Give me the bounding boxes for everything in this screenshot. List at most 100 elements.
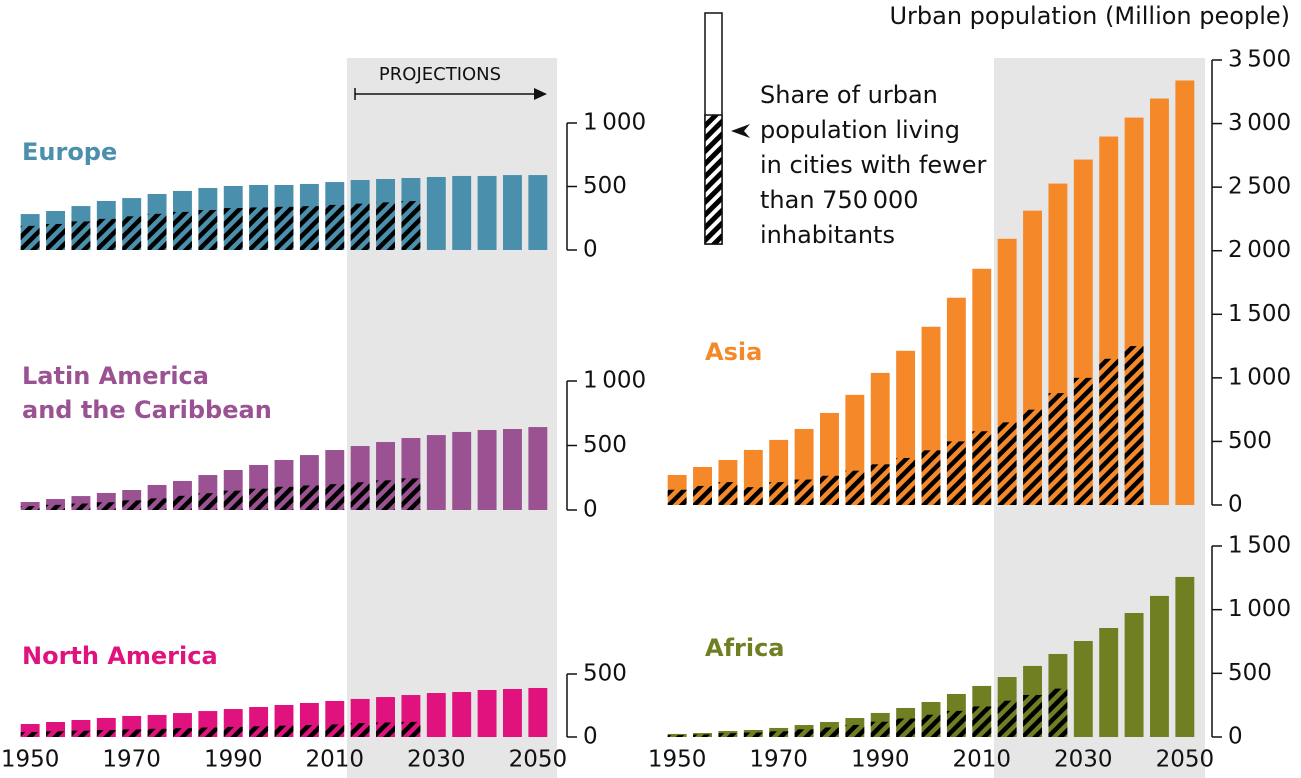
- legend-label: in cities with fewer: [760, 151, 987, 179]
- hatched-bar: [1048, 393, 1068, 505]
- bar: [477, 690, 497, 737]
- hatched-bar: [1073, 377, 1093, 505]
- hatched-bar: [173, 495, 192, 510]
- x-tick-label: 2050: [509, 747, 568, 773]
- hatched-bar: [794, 479, 814, 505]
- y-tick-label: 500: [1228, 428, 1272, 454]
- legend-label: inhabitants: [760, 221, 895, 249]
- x-tick-label: 1970: [102, 747, 161, 773]
- bar: [1073, 640, 1093, 737]
- hatched-bar: [376, 202, 395, 250]
- hatched-bar: [946, 441, 966, 505]
- panel-title: North America: [22, 642, 218, 670]
- hatched-bar: [325, 484, 345, 510]
- x-tick-label: 1950: [1, 747, 60, 773]
- hatched-bar: [1124, 346, 1144, 505]
- hatched-bar: [921, 450, 941, 505]
- legend-label: than 750 000: [760, 186, 919, 214]
- hatched-bar: [71, 730, 91, 737]
- hatched-bar: [743, 732, 763, 737]
- bar: [503, 175, 522, 250]
- hatched-bar: [769, 731, 789, 737]
- bar: [528, 687, 548, 737]
- hatched-bar: [972, 431, 992, 505]
- hatched-bar: [96, 218, 116, 250]
- hatched-bar: [718, 733, 738, 737]
- x-tick-label: 2030: [1054, 747, 1113, 773]
- hatched-bar: [667, 735, 687, 737]
- hatched-bar: [20, 731, 40, 737]
- x-tick-label: 2010: [305, 747, 364, 773]
- x-tick-label: 1950: [648, 747, 707, 773]
- y-tick-label: 2 000: [1228, 237, 1291, 263]
- hatched-bar: [249, 207, 269, 250]
- hatched-bar: [299, 725, 319, 737]
- legend: Share of urban population living in cities…: [760, 81, 987, 249]
- hatched-bar: [1023, 694, 1042, 737]
- hatched-bar: [1048, 688, 1068, 737]
- hatched-bar: [946, 710, 966, 737]
- hatched-bar: [46, 504, 65, 510]
- y-tick-label: 0: [583, 237, 598, 263]
- hatched-bar: [46, 223, 65, 250]
- hatched-bar: [147, 213, 167, 250]
- hatched-bar: [223, 490, 243, 510]
- bar: [503, 688, 522, 737]
- bar: [426, 176, 446, 250]
- legend-label: population living: [760, 116, 960, 144]
- legend-icon-hatch: [704, 114, 723, 245]
- bar: [503, 428, 522, 510]
- bar: [452, 175, 472, 250]
- hatched-bar: [1099, 358, 1119, 505]
- hatched-bar: [71, 221, 91, 250]
- hatched-bar: [693, 485, 712, 505]
- hatched-bar: [299, 206, 319, 250]
- hatched-bar: [997, 422, 1017, 505]
- projection-shade: [347, 58, 557, 778]
- x-tick-label: 1990: [851, 747, 910, 773]
- x-tick-label: 2030: [407, 747, 466, 773]
- hatched-bar: [20, 225, 40, 250]
- hatched-bar: [845, 724, 865, 737]
- bar: [1175, 576, 1195, 737]
- hatched-bar: [376, 722, 395, 737]
- y-tick-label: 0: [583, 724, 598, 750]
- bar: [528, 175, 548, 250]
- hatched-bar: [401, 201, 421, 250]
- hatched-bar: [46, 731, 65, 737]
- projection-arrow-head: [534, 88, 547, 100]
- hatched-bar: [401, 478, 421, 510]
- hatched-bar: [71, 503, 91, 510]
- y-tick-label: 0: [583, 497, 598, 523]
- x-tick-label: 1970: [749, 747, 808, 773]
- y-tick-label: 500: [583, 661, 627, 687]
- hatched-bar: [274, 206, 294, 250]
- y-tick-label: 500: [583, 432, 627, 458]
- hatched-bar: [896, 718, 916, 737]
- hatched-bar: [693, 734, 712, 737]
- projection-label: PROJECTIONS: [379, 64, 501, 85]
- bar: [1175, 80, 1195, 505]
- y-tick-label: 1 500: [1228, 301, 1291, 327]
- hatched-bar: [147, 498, 167, 510]
- y-tick-label: 1 000: [583, 368, 646, 394]
- hatched-bar: [173, 211, 192, 250]
- x-tick-label: 2050: [1156, 747, 1215, 773]
- y-tick-label: 0: [1228, 492, 1243, 518]
- hatched-bar: [896, 457, 916, 505]
- y-tick-label: 1 000: [583, 110, 646, 136]
- hatched-bar: [870, 464, 890, 505]
- bar: [20, 502, 40, 510]
- hatched-bar: [249, 726, 269, 737]
- bar: [452, 431, 472, 510]
- hatched-bar: [122, 216, 142, 250]
- y-tick-label: 1 000: [1228, 364, 1291, 390]
- hatched-bar: [820, 727, 839, 737]
- hatched-bar: [921, 714, 941, 737]
- hatched-bar: [299, 485, 319, 510]
- legend-label: Share of urban: [760, 81, 938, 109]
- hatched-bar: [198, 727, 218, 737]
- hatched-bar: [401, 721, 421, 737]
- y-tick-label: 3 500: [1228, 47, 1291, 73]
